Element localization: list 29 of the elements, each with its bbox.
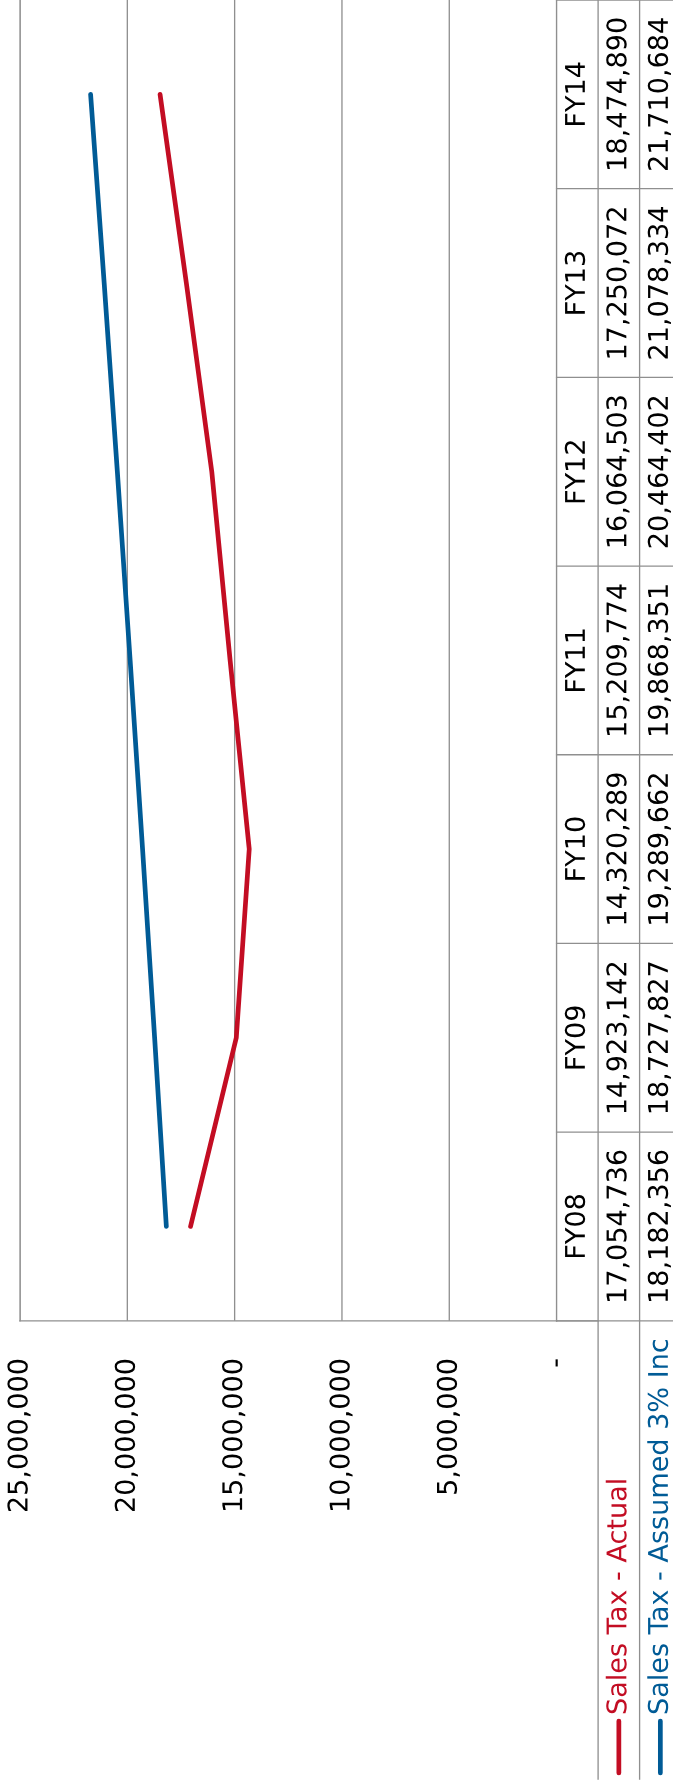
- data-label: 18,182,356: [647, 1150, 671, 1302]
- data-label: 21,078,334: [647, 207, 671, 359]
- x-tick-label: 10,000,000: [329, 1359, 353, 1511]
- y-tick-label: FY13: [564, 251, 586, 314]
- data-label: 18,474,890: [606, 18, 630, 169]
- x-tick-label: -: [555, 1359, 558, 1367]
- y-tick-label: FY09: [564, 1006, 586, 1069]
- data-label: 17,054,736: [606, 1150, 630, 1302]
- y-tick-label: FY14: [565, 62, 585, 125]
- text: Sales Tax - Assumed 3% Inc: [647, 1339, 669, 1714]
- x-tick-label: 25,000,000: [7, 1359, 31, 1512]
- x-tick-label: 5,000,000: [436, 1359, 460, 1494]
- x-tick-label: 20,000,000: [114, 1359, 138, 1512]
- data-label: 19,289,662: [647, 774, 671, 924]
- data-label: 17,250,072: [606, 208, 630, 358]
- y-tick-label: FY08: [564, 1195, 586, 1258]
- y-tick-label: FY12: [564, 441, 585, 503]
- data-label: 15,209,774: [606, 584, 630, 735]
- x-tick-label: 15,000,000: [222, 1359, 246, 1511]
- data-label: 14,320,289: [606, 773, 630, 924]
- y-tick-label: FY11: [565, 629, 585, 692]
- text: Sales Tax - Actual: [605, 1480, 627, 1714]
- data-label: 18,727,827: [647, 962, 671, 1113]
- y-tick-label: FY10: [564, 817, 586, 880]
- data-label: 20,464,402: [647, 396, 671, 548]
- data-label: 16,064,503: [606, 396, 630, 547]
- data-label: 21,710,684: [647, 18, 671, 170]
- data-label: 19,868,351: [647, 585, 671, 735]
- data-label: 14,923,142: [606, 962, 630, 1113]
